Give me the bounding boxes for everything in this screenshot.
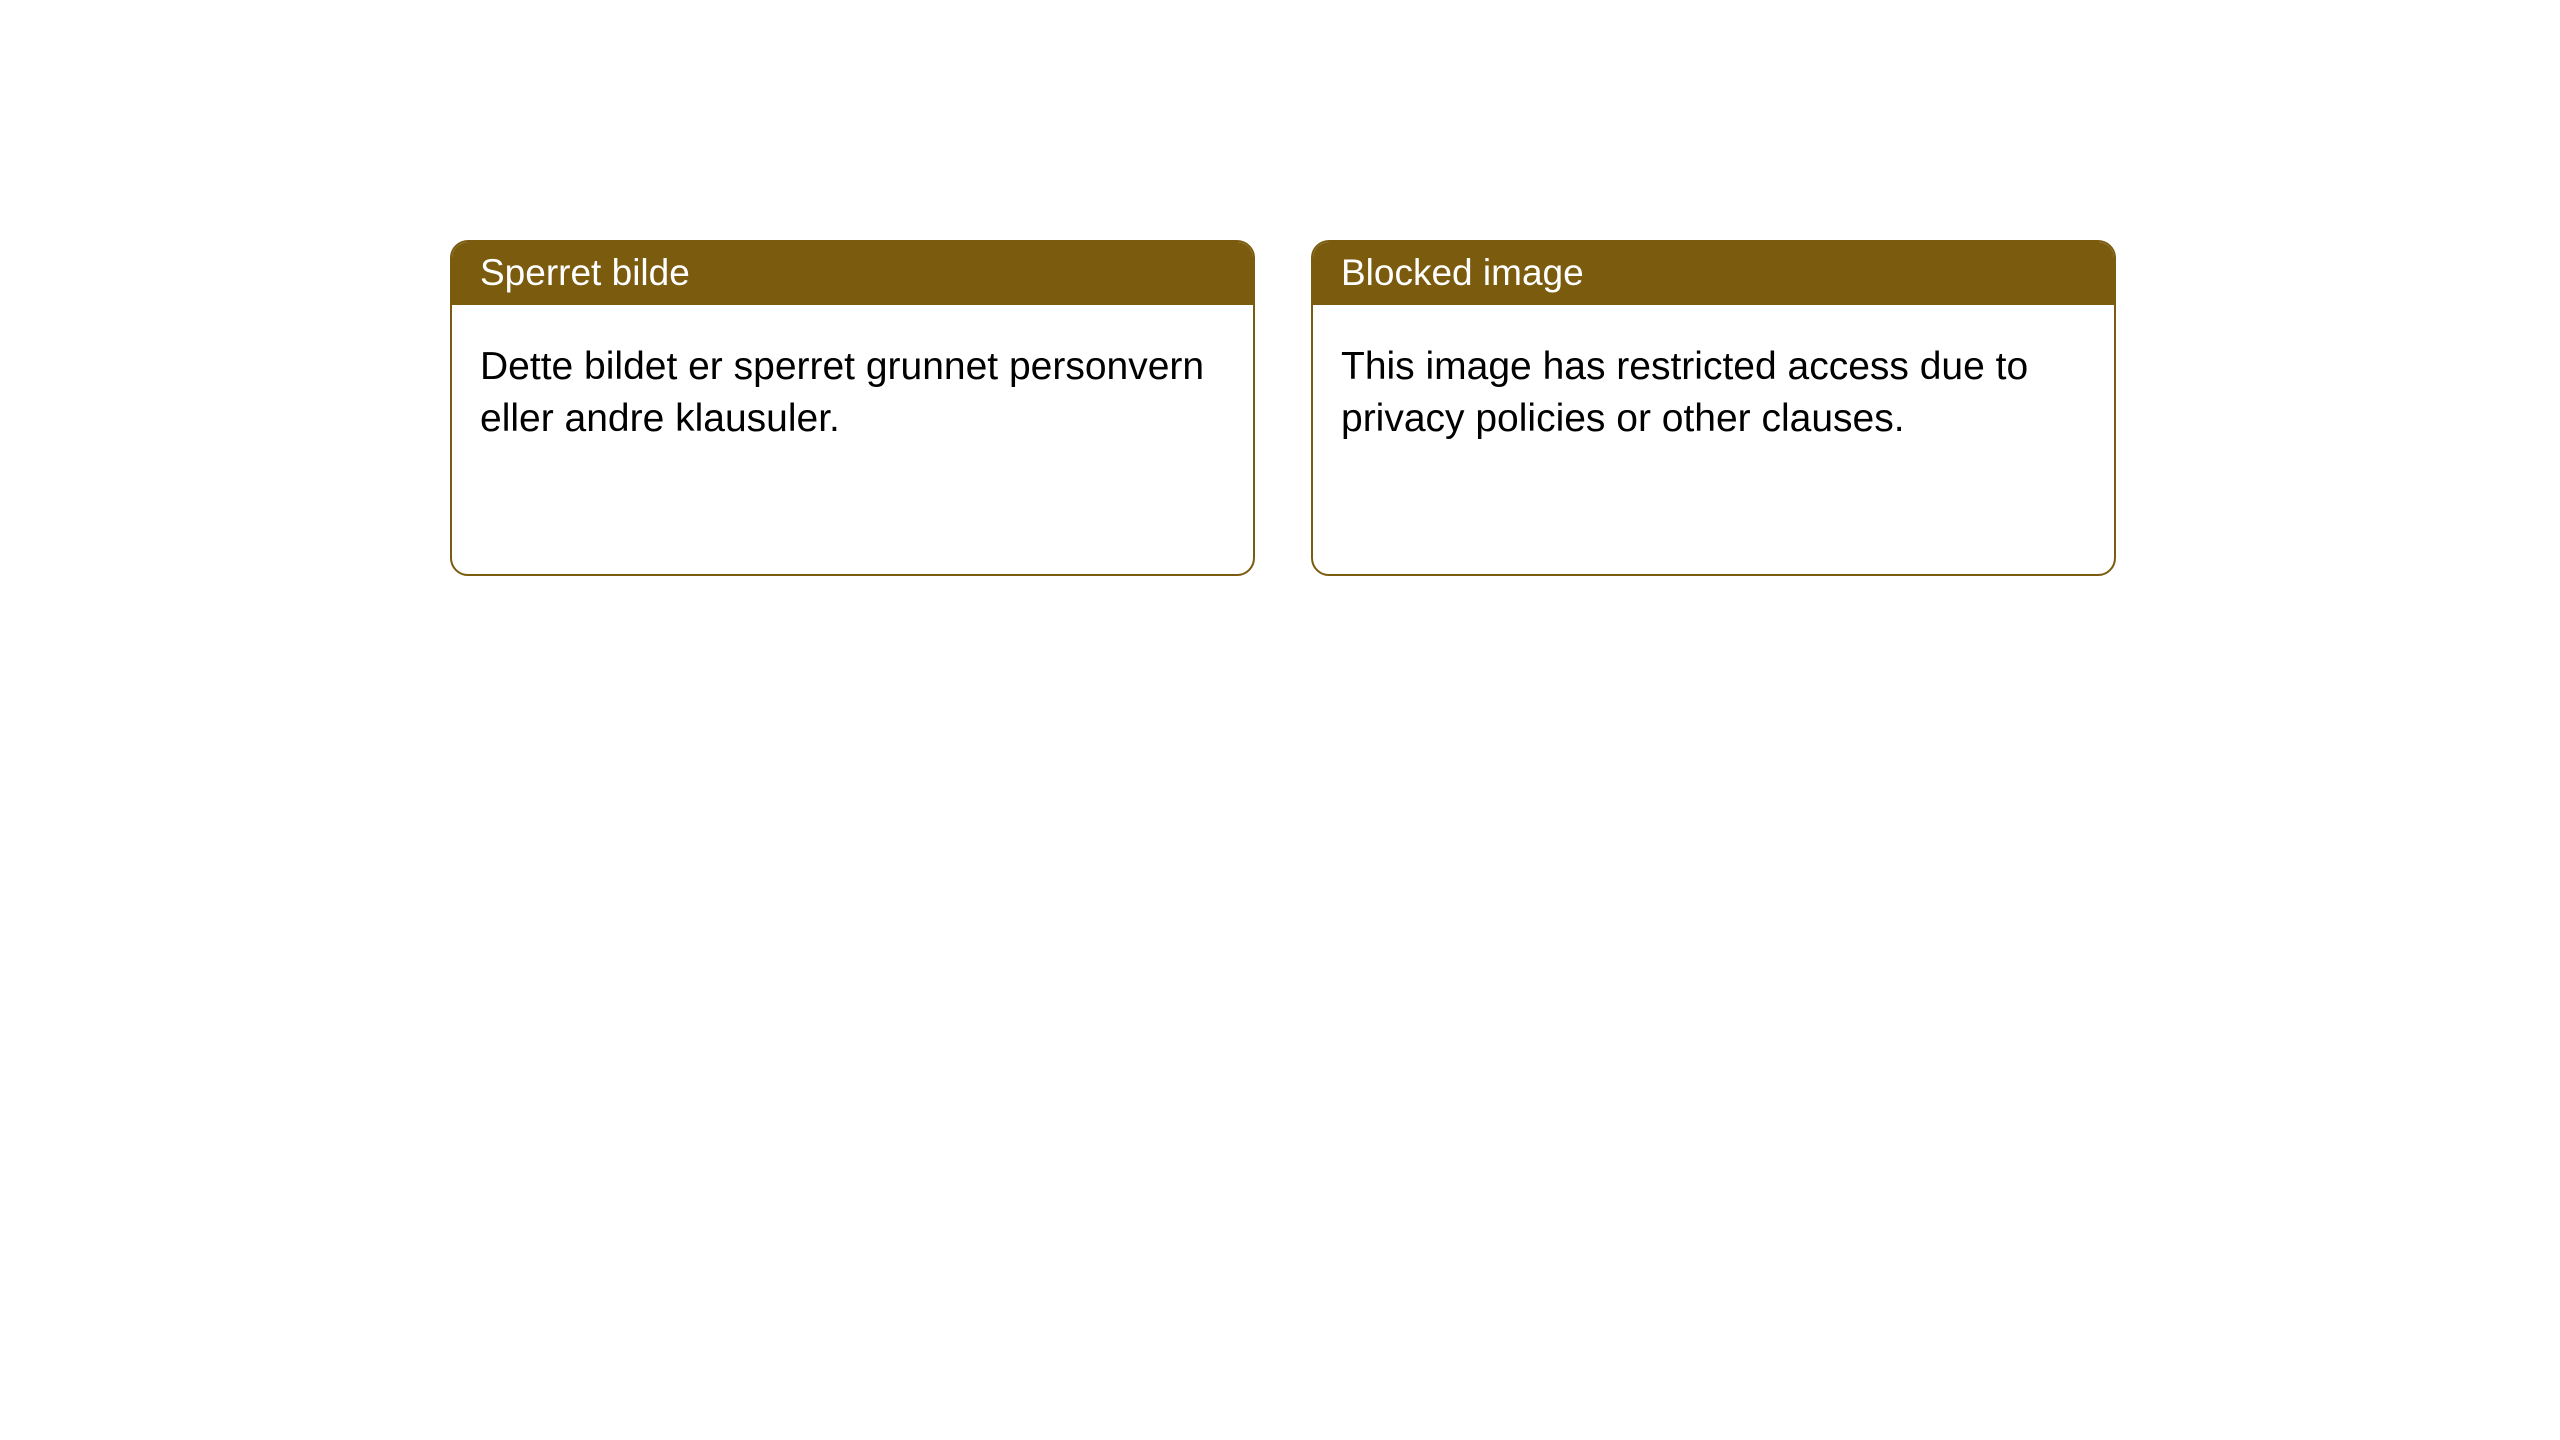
notice-card-norwegian: Sperret bilde Dette bildet er sperret gr… — [450, 240, 1255, 576]
notice-body: Dette bildet er sperret grunnet personve… — [452, 305, 1253, 480]
notice-header: Blocked image — [1313, 242, 2114, 305]
notice-body: This image has restricted access due to … — [1313, 305, 2114, 480]
notice-header: Sperret bilde — [452, 242, 1253, 305]
notice-card-english: Blocked image This image has restricted … — [1311, 240, 2116, 576]
notice-container: Sperret bilde Dette bildet er sperret gr… — [0, 0, 2560, 576]
